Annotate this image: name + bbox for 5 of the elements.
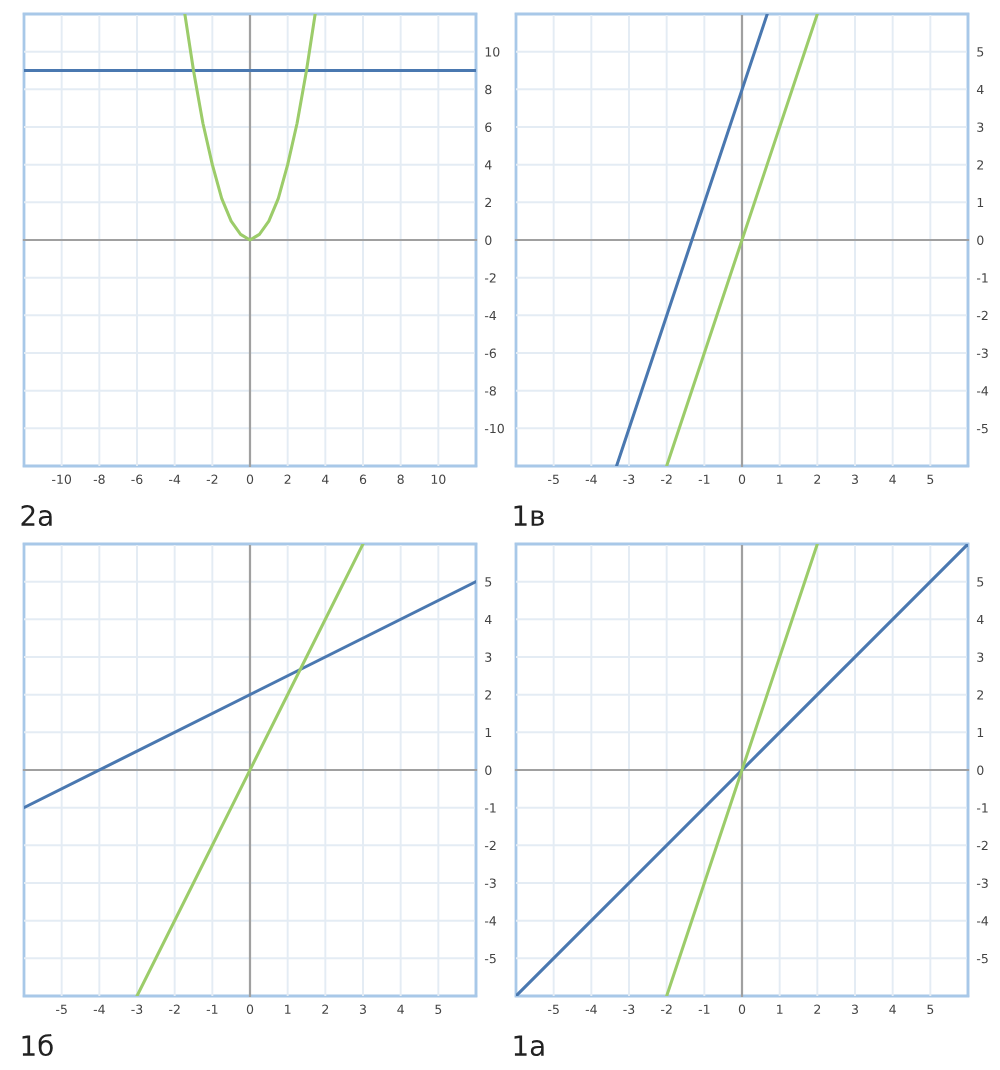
line-series	[183, 14, 317, 242]
text: 1б	[22, 1034, 53, 1057]
text: 1в	[514, 505, 544, 526]
text: 2а	[21, 505, 52, 527]
text: 1а	[514, 1035, 544, 1057]
